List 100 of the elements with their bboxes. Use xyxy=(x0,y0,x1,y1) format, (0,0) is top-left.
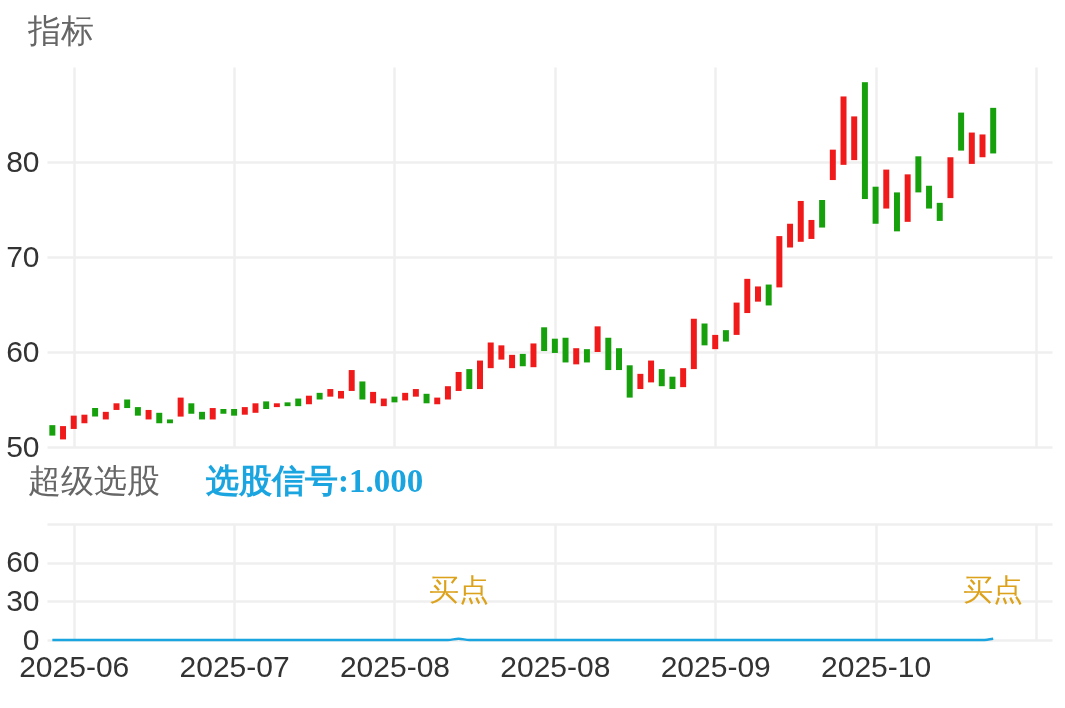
candlestick xyxy=(958,112,965,151)
candlestick xyxy=(819,200,826,228)
candlestick xyxy=(648,360,655,383)
candlestick xyxy=(241,407,248,415)
candlestick xyxy=(487,342,494,369)
candlestick xyxy=(637,373,644,390)
candlestick xyxy=(156,412,163,424)
candlestick xyxy=(990,107,997,154)
candlestick xyxy=(134,407,141,416)
candlestick xyxy=(605,337,612,371)
candlestick xyxy=(722,330,729,342)
candlestick xyxy=(477,360,483,390)
candlestick xyxy=(893,192,900,232)
candlestick xyxy=(466,369,473,390)
data-label: 买点 xyxy=(963,572,1024,606)
candlestick xyxy=(316,392,323,400)
y-tick-label: 50 xyxy=(6,429,40,463)
candlestick xyxy=(412,389,419,397)
x-tick-label: 2025-08 xyxy=(339,649,451,683)
candlestick xyxy=(305,395,312,405)
candlestick xyxy=(444,386,451,400)
candlestick xyxy=(573,348,580,365)
candlestick xyxy=(284,402,291,407)
candlestick xyxy=(797,200,804,242)
candlestick xyxy=(776,236,783,288)
candlestick xyxy=(402,392,409,401)
y-tick-label: 70 xyxy=(6,239,40,273)
candlestick xyxy=(423,393,430,404)
candlestick xyxy=(60,426,67,440)
text: 选股信号:1.000 xyxy=(205,463,424,499)
candlestick xyxy=(338,390,345,399)
candlestick xyxy=(947,157,954,199)
candlestick xyxy=(166,419,173,424)
candlestick xyxy=(124,399,131,409)
candlestick xyxy=(562,337,569,363)
candlestick xyxy=(348,370,355,391)
candlestick xyxy=(231,409,238,416)
candlestick xyxy=(765,284,772,306)
y-tick-label: 80 xyxy=(6,144,40,178)
candlestick xyxy=(295,398,302,407)
candlestick xyxy=(733,302,740,335)
candlestick xyxy=(199,411,206,420)
candlestick xyxy=(712,334,719,350)
chart-title: 超级选股 xyxy=(28,462,160,499)
candlestick xyxy=(829,149,836,181)
candlestick xyxy=(519,353,526,367)
candlestick xyxy=(690,318,697,370)
x-tick-label: 2025-09 xyxy=(660,649,771,683)
candlestick xyxy=(861,82,868,200)
candlestick xyxy=(744,278,751,314)
candlestick xyxy=(669,376,676,390)
candlestick xyxy=(680,368,687,388)
candlestick xyxy=(188,403,195,414)
x-tick-label: 2025-07 xyxy=(179,649,290,683)
candlestick xyxy=(145,409,152,420)
candlestick xyxy=(594,326,601,352)
candlestick xyxy=(840,96,847,165)
candlestick xyxy=(380,398,387,407)
candlestick xyxy=(616,348,622,371)
candlestick xyxy=(49,425,56,436)
candlestick xyxy=(220,409,227,414)
candlestick xyxy=(541,327,548,352)
candlestick xyxy=(509,354,516,369)
data-label: 买点 xyxy=(428,572,489,606)
candlestick xyxy=(904,174,911,222)
candlestick xyxy=(209,408,216,420)
candlestick xyxy=(498,345,505,360)
y-tick-label: 30 xyxy=(6,583,40,617)
candlestick xyxy=(936,202,943,221)
candlestick xyxy=(252,403,259,413)
candlestick xyxy=(883,169,890,209)
candlestick xyxy=(926,185,933,209)
candlestick xyxy=(455,371,462,391)
candlestick xyxy=(327,389,334,397)
candlestick xyxy=(177,397,184,417)
candlestick xyxy=(851,116,858,161)
candlestick xyxy=(434,397,441,405)
chart-title: 指标 xyxy=(27,12,94,49)
candlestick xyxy=(872,186,879,224)
candlestick xyxy=(787,223,794,248)
candlestick xyxy=(102,411,109,420)
candlestick xyxy=(968,132,975,164)
candlestick xyxy=(70,415,77,429)
candlestick xyxy=(273,403,280,408)
candlestick xyxy=(626,365,633,398)
candlestick xyxy=(263,401,270,409)
candlestick xyxy=(92,408,99,417)
candlestick xyxy=(370,391,377,404)
y-tick-label: 60 xyxy=(6,334,40,368)
candlestick xyxy=(701,323,708,346)
y-tick-label: 60 xyxy=(6,545,40,579)
candlestick xyxy=(754,286,761,302)
x-tick-label: 2025-08 xyxy=(500,649,611,683)
candlestick xyxy=(81,414,88,424)
candlestick xyxy=(359,381,366,400)
candlestick xyxy=(658,369,665,387)
candlestick xyxy=(530,343,537,368)
candlestick xyxy=(583,349,590,363)
x-tick-label: 2025-10 xyxy=(821,649,932,683)
candlestick xyxy=(808,219,815,239)
